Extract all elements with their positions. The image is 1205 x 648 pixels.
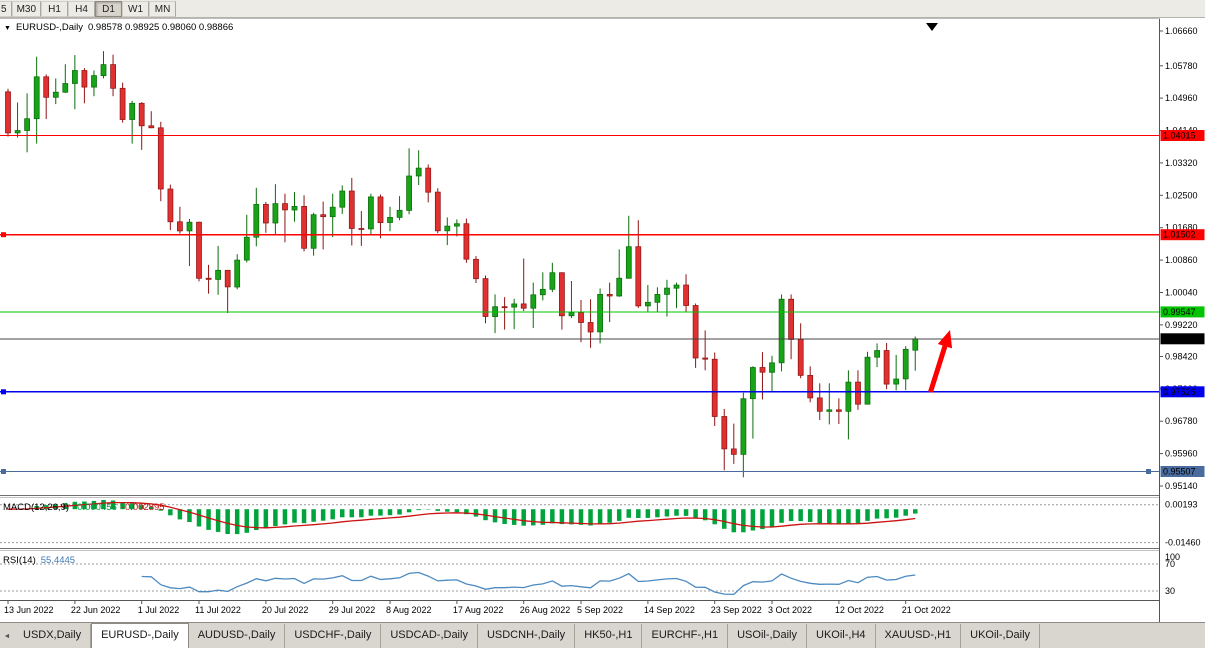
price-label-1.01502: 1.01502 — [1160, 229, 1205, 241]
svg-text:30: 30 — [1165, 586, 1175, 596]
symbol-tab-audusd-daily[interactable]: AUDUSD-,Daily — [189, 624, 286, 648]
svg-text:1.00040: 1.00040 — [1165, 288, 1198, 298]
svg-text:23 Sep 2022: 23 Sep 2022 — [711, 605, 762, 615]
svg-text:1.06660: 1.06660 — [1165, 26, 1198, 36]
shift-marker-icon[interactable] — [926, 23, 938, 31]
line-handle[interactable] — [1, 389, 6, 395]
tab-scroll-left-icon[interactable]: ◄ — [3, 632, 11, 640]
line-handle[interactable] — [1, 232, 6, 238]
hline-0.97526[interactable] — [0, 389, 1160, 395]
symbol-tab-usdchf-daily[interactable]: USDCHF-,Daily — [285, 624, 382, 648]
svg-text:8 Aug 2022: 8 Aug 2022 — [386, 605, 432, 615]
macd-signal-line — [7, 501, 916, 529]
current-price-label: 0.98866 — [1160, 333, 1205, 345]
svg-text:0.98420: 0.98420 — [1165, 352, 1198, 362]
svg-text:14 Sep 2022: 14 Sep 2022 — [644, 605, 695, 615]
symbol-tab-xauusd-h1[interactable]: XAUUSD-,H1 — [876, 624, 962, 648]
price-label-1.04015: 1.04015 — [1160, 130, 1205, 141]
svg-text:1.04015: 1.04015 — [1163, 131, 1196, 141]
timeframe-toolbar: 5 M30 H1 H4 D1 W1 MN — [0, 0, 1205, 18]
svg-text:1.00860: 1.00860 — [1165, 255, 1198, 265]
svg-text:0.99547: 0.99547 — [1163, 307, 1196, 317]
svg-text:1.03320: 1.03320 — [1165, 158, 1198, 168]
svg-text:17 Aug 2022: 17 Aug 2022 — [453, 605, 504, 615]
svg-text:21 Oct 2022: 21 Oct 2022 — [902, 605, 951, 615]
svg-text:12 Oct 2022: 12 Oct 2022 — [835, 605, 884, 615]
date-axis: 13 Jun 2022 22 Jun 2022 1 Jul 2022 11 Jul 2… — [4, 600, 951, 615]
symbol-tab-eurusd-daily[interactable]: EURUSD-,Daily — [91, 623, 189, 648]
timeframe-button-M30[interactable]: M30 — [11, 0, 42, 17]
svg-text:29 Jul 2022: 29 Jul 2022 — [329, 605, 376, 615]
svg-text:70: 70 — [1165, 559, 1175, 569]
svg-text:0.95960: 0.95960 — [1165, 449, 1198, 459]
timeframe-button-MN[interactable]: MN — [149, 0, 177, 17]
hline-0.95507[interactable] — [0, 469, 1160, 474]
rsi-line — [141, 571, 916, 596]
symbol-tab-eurchf-h1[interactable]: EURCHF-,H1 — [642, 624, 729, 648]
symbol-tab-usoil-daily[interactable]: USOil-,Daily — [728, 624, 808, 648]
svg-text:0.98866: 0.98866 — [1163, 334, 1196, 344]
symbol-tab-hk50-h1[interactable]: HK50-,H1 — [575, 624, 643, 648]
svg-text:0.00193: 0.00193 — [1165, 500, 1198, 510]
svg-text:5 Sep 2022: 5 Sep 2022 — [577, 605, 623, 615]
candlestick-series — [5, 51, 919, 478]
svg-text:11 Jul 2022: 11 Jul 2022 — [195, 605, 241, 615]
chart-window[interactable]: 1.066601.057801.049601.041401.033201.025… — [0, 18, 1205, 622]
symbol-tabbar: ◄ USDX,Daily EURUSD-,Daily AUDUSD-,Daily US… — [0, 622, 1205, 648]
svg-text:22 Jun 2022: 22 Jun 2022 — [71, 605, 121, 615]
svg-text:0.95140: 0.95140 — [1165, 481, 1198, 491]
price-label-0.99547: 0.99547 — [1160, 306, 1205, 318]
svg-text:1 Jul 2022: 1 Jul 2022 — [138, 605, 180, 615]
rsi-panel — [0, 563, 1160, 596]
svg-text:0.97526: 0.97526 — [1163, 387, 1196, 397]
price-label-0.95507: 0.95507 — [1160, 466, 1205, 477]
svg-text:1.04960: 1.04960 — [1165, 93, 1198, 103]
symbol-tab-usdx-daily[interactable]: USDX,Daily — [14, 624, 92, 648]
svg-text:13 Jun 2022: 13 Jun 2022 — [4, 605, 54, 615]
trend-arrow-icon[interactable] — [928, 330, 953, 393]
timeframe-button-5[interactable]: 5 — [0, 0, 12, 17]
timeframe-button-H1[interactable]: H1 — [41, 0, 69, 17]
svg-text:3 Oct 2022: 3 Oct 2022 — [768, 605, 812, 615]
line-handle[interactable] — [1, 469, 6, 474]
symbol-tab-usdcad-daily[interactable]: USDCAD-,Daily — [381, 624, 478, 648]
line-handle[interactable] — [1146, 469, 1151, 474]
svg-text:1.01680: 1.01680 — [1165, 223, 1198, 233]
price-label-0.97526: 0.97526 — [1160, 386, 1205, 398]
svg-text:1.02500: 1.02500 — [1165, 190, 1198, 200]
svg-text:26 Aug 2022: 26 Aug 2022 — [520, 605, 571, 615]
macd-panel — [0, 500, 1160, 544]
timeframe-button-W1[interactable]: W1 — [122, 0, 150, 17]
timeframe-button-D1[interactable]: D1 — [95, 0, 123, 17]
svg-text:0.95507: 0.95507 — [1163, 467, 1196, 477]
svg-text:1.01502: 1.01502 — [1163, 230, 1196, 240]
svg-text:0.99220: 0.99220 — [1165, 320, 1198, 330]
svg-text:0.96780: 0.96780 — [1165, 416, 1198, 426]
svg-text:20 Jul 2022: 20 Jul 2022 — [262, 605, 309, 615]
timeframe-button-H4[interactable]: H4 — [68, 0, 96, 17]
symbol-tab-ukoil-daily[interactable]: UKOil-,Daily — [961, 624, 1041, 648]
svg-text:-0.01460: -0.01460 — [1165, 538, 1201, 548]
svg-text:100: 100 — [1165, 552, 1180, 562]
hline-1.01502[interactable] — [0, 232, 1160, 238]
price-chart-svg[interactable]: 1.066601.057801.049601.041401.033201.025… — [0, 18, 1205, 622]
symbol-tab-ukoil-h4[interactable]: UKOil-,H4 — [807, 624, 876, 648]
symbol-tab-usdcnh-daily[interactable]: USDCNH-,Daily — [478, 624, 576, 648]
svg-text:1.05780: 1.05780 — [1165, 61, 1198, 71]
